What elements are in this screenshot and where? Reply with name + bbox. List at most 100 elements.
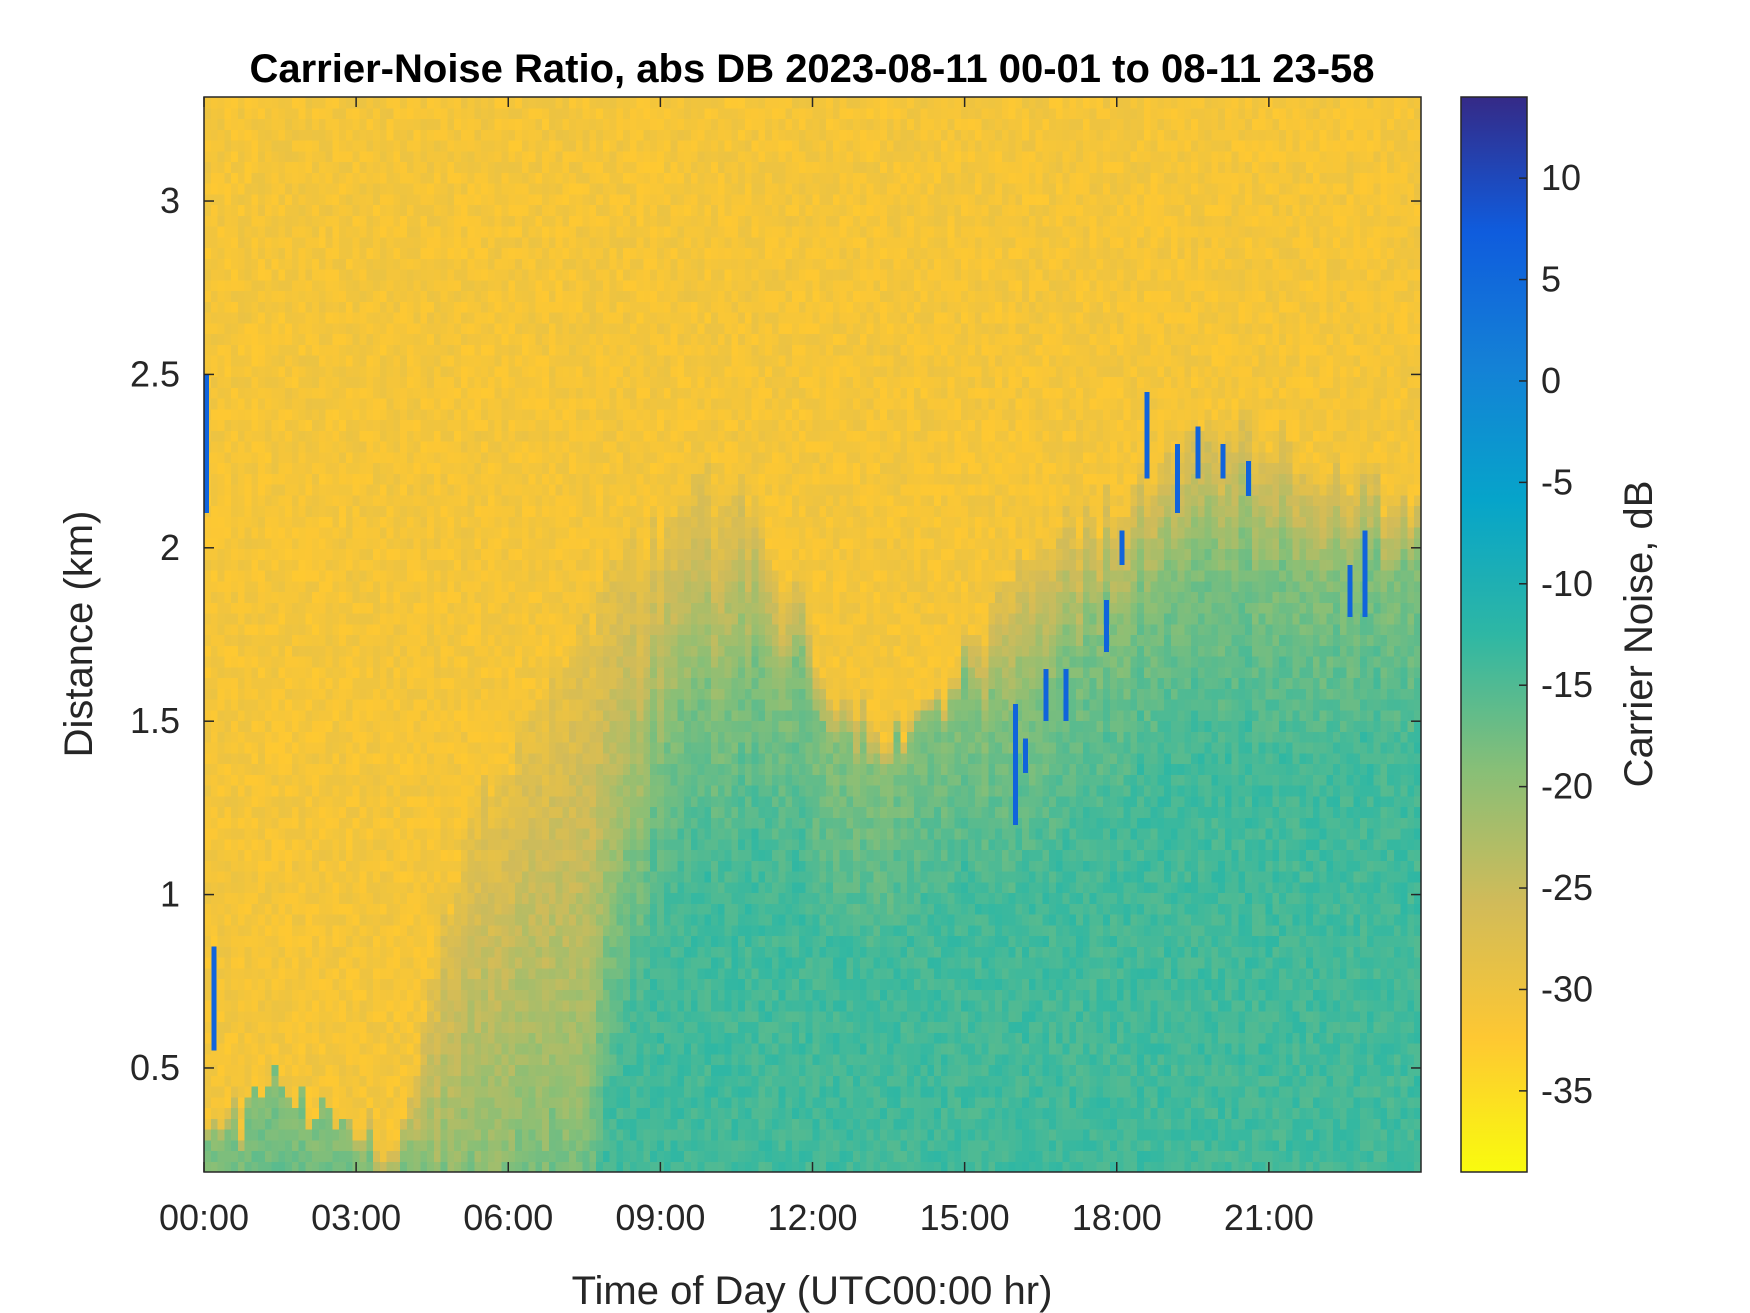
heatmap-cell [305, 731, 312, 742]
heatmap-cell [461, 678, 468, 689]
heatmap-cell [441, 97, 448, 108]
heatmap-cell [312, 495, 319, 506]
heatmap-cell [515, 774, 522, 785]
heatmap-cell [427, 377, 434, 388]
heatmap-cell [515, 946, 522, 957]
heatmap-cell [474, 925, 481, 936]
heatmap-cell [454, 323, 461, 334]
heatmap-cell [360, 796, 367, 807]
heatmap-cell [245, 656, 252, 667]
heatmap-cell [231, 635, 238, 646]
heatmap-cell [218, 301, 225, 312]
heatmap-cell [231, 624, 238, 635]
heatmap-cell [407, 527, 414, 538]
heatmap-cell [380, 538, 387, 549]
heatmap-cell [346, 592, 353, 603]
heatmap-cell [447, 162, 454, 173]
heatmap-cell [508, 613, 515, 624]
heatmap-cell [481, 753, 488, 764]
heatmap-cell [387, 473, 394, 484]
heatmap-cell [441, 527, 448, 538]
heatmap-cell [427, 452, 434, 463]
heatmap-cell [400, 710, 407, 721]
heatmap-cell [360, 516, 367, 527]
heatmap-cell [360, 269, 367, 280]
heatmap-cell [366, 334, 373, 345]
heatmap-cell [319, 742, 326, 753]
heatmap-cell [238, 925, 245, 936]
heatmap-cell [501, 527, 508, 538]
heatmap-cell [474, 613, 481, 624]
heatmap-cell [218, 850, 225, 861]
heatmap-cell [218, 699, 225, 710]
heatmap-cell [285, 301, 292, 312]
heatmap-cell [339, 839, 346, 850]
heatmap-cell [346, 839, 353, 850]
heatmap-cell [427, 495, 434, 506]
heatmap-cell [366, 473, 373, 484]
heatmap-cell [251, 1086, 258, 1097]
heatmap-cell [204, 183, 211, 194]
heatmap-cell [474, 1000, 481, 1011]
heatmap-cell [224, 119, 231, 130]
heatmap-cell [461, 323, 468, 334]
heatmap-cell [380, 119, 387, 130]
heatmap-cell [414, 989, 421, 1000]
heatmap-cell [447, 667, 454, 678]
heatmap-cell [326, 430, 333, 441]
heatmap-cell [481, 581, 488, 592]
heatmap-cell [407, 903, 414, 914]
heatmap-cell [495, 1032, 502, 1043]
heatmap-cell [461, 592, 468, 603]
heatmap-cell [299, 140, 306, 151]
heatmap-cell [393, 1129, 400, 1140]
heatmap-cell [231, 398, 238, 409]
heatmap-cell [434, 592, 441, 603]
heatmap-cell [515, 1043, 522, 1054]
heatmap-cell [251, 807, 258, 818]
heatmap-cell [305, 334, 312, 345]
heatmap-cell [501, 194, 508, 205]
heatmap-cell [488, 162, 495, 173]
heatmap-cell [278, 871, 285, 882]
heatmap-cell [407, 344, 414, 355]
heatmap-cell [393, 893, 400, 904]
heatmap-cell [339, 538, 346, 549]
heatmap-cell [535, 1065, 542, 1076]
heatmap-cell [366, 420, 373, 431]
heatmap-cell [218, 1086, 225, 1097]
heatmap-cell [339, 871, 346, 882]
heatmap-cell [245, 108, 252, 119]
heatmap-cell [366, 344, 373, 355]
heatmap-cell [414, 108, 421, 119]
heatmap-cell [218, 473, 225, 484]
heatmap-cell [353, 1054, 360, 1065]
heatmap-cell [515, 893, 522, 904]
heatmap-cell [332, 538, 339, 549]
heatmap-cell [332, 807, 339, 818]
heatmap-cell [278, 538, 285, 549]
heatmap-cell [488, 237, 495, 248]
heatmap-cell [481, 140, 488, 151]
heatmap-cell [393, 710, 400, 721]
heatmap-cell [285, 699, 292, 710]
heatmap-cell [278, 473, 285, 484]
heatmap-cell [265, 430, 272, 441]
heatmap-cell [353, 678, 360, 689]
heatmap-cell [339, 699, 346, 710]
heatmap-cell [211, 129, 218, 140]
heatmap-cell [515, 882, 522, 893]
heatmap-cell [204, 129, 211, 140]
heatmap-cell [387, 129, 394, 140]
heatmap-cell [285, 97, 292, 108]
heatmap-cell [501, 441, 508, 452]
heatmap-cell [407, 1108, 414, 1119]
heatmap-cell [454, 925, 461, 936]
heatmap-cell [265, 893, 272, 904]
heatmap-cell [387, 979, 394, 990]
heatmap-cell [272, 893, 279, 904]
heatmap-cell [515, 549, 522, 560]
heatmap-cell [245, 850, 252, 861]
heatmap-cell [468, 807, 475, 818]
heatmap-cell [299, 1065, 306, 1076]
